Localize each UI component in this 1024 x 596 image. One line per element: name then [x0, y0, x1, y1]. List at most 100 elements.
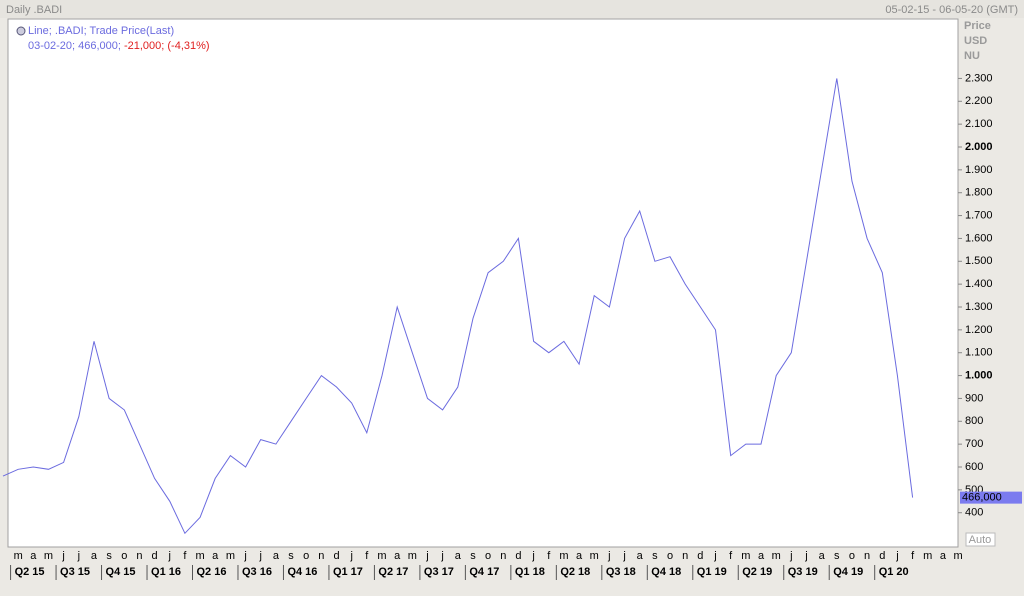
y-tick-label: 400 — [965, 507, 983, 519]
x-tick-label: j — [61, 550, 64, 562]
x-tick-label: n — [864, 550, 870, 562]
legend-info: 03-02-20; 466,000; -21,000; (-4,31%) — [28, 40, 210, 52]
y-tick-label: 1.600 — [965, 232, 993, 244]
last-value-label: 466,000 — [962, 492, 1002, 504]
auto-button[interactable] — [965, 532, 996, 547]
y-tick-label: 2.100 — [965, 118, 993, 130]
x-tick-label: f — [183, 550, 187, 562]
x-tick-label: d — [152, 550, 158, 562]
x-tick-label: d — [333, 550, 339, 562]
quarter-label: Q3 16 — [242, 566, 272, 578]
x-tick-label: m — [14, 550, 23, 562]
x-tick-label: j — [77, 550, 80, 562]
axis-label: NU — [964, 50, 980, 62]
x-tick-label: j — [895, 550, 898, 562]
x-tick-label: d — [515, 550, 521, 562]
x-tick-label: m — [195, 550, 204, 562]
x-tick-label: o — [485, 550, 491, 562]
x-tick-label: o — [849, 550, 855, 562]
x-tick-label: j — [243, 550, 246, 562]
x-tick-label: m — [226, 550, 235, 562]
quarter-label: Q3 18 — [606, 566, 636, 578]
date-range: 05-02-15 - 06-05-20 (GMT) — [885, 4, 1018, 16]
x-tick-label: j — [789, 550, 792, 562]
y-tick-label: 1.200 — [965, 324, 993, 336]
x-tick-label: j — [804, 550, 807, 562]
x-tick-label: j — [258, 550, 261, 562]
x-tick-label: m — [377, 550, 386, 562]
x-tick-label: j — [425, 550, 428, 562]
quarter-label: Q3 15 — [60, 566, 90, 578]
x-tick-label: a — [758, 550, 765, 562]
y-tick-label: 1.400 — [965, 278, 993, 290]
quarter-label: Q3 19 — [788, 566, 818, 578]
x-tick-label: a — [576, 550, 583, 562]
quarter-label: Q2 15 — [15, 566, 45, 578]
x-tick-label: a — [212, 550, 219, 562]
legend-icon — [16, 26, 26, 36]
x-tick-label: o — [121, 550, 127, 562]
x-tick-label: o — [667, 550, 673, 562]
x-tick-label: j — [531, 550, 534, 562]
axis-label: USD — [964, 35, 987, 47]
x-tick-label: s — [106, 550, 112, 562]
x-tick-label: n — [682, 550, 688, 562]
x-tick-label: a — [394, 550, 401, 562]
x-tick-label: f — [547, 550, 551, 562]
y-tick-label: 600 — [965, 461, 983, 473]
y-tick-label: 900 — [965, 392, 983, 404]
x-tick-label: f — [729, 550, 733, 562]
quarter-label: Q4 17 — [469, 566, 499, 578]
x-tick-label: m — [408, 550, 417, 562]
x-tick-label: n — [318, 550, 324, 562]
x-tick-label: j — [713, 550, 716, 562]
quarter-label: Q4 15 — [106, 566, 136, 578]
quarter-label: Q4 18 — [651, 566, 681, 578]
quarter-label: Q1 18 — [515, 566, 545, 578]
y-tick-label: 800 — [965, 415, 983, 427]
x-tick-label: o — [303, 550, 309, 562]
quarter-label: Q3 17 — [424, 566, 454, 578]
x-tick-label: j — [168, 550, 171, 562]
quarter-label: Q1 17 — [333, 566, 363, 578]
y-tick-label: 2.300 — [965, 72, 993, 84]
legend-value: 03-02-20; 466,000; — [28, 40, 121, 52]
y-tick-label: 1.500 — [965, 255, 993, 267]
quarter-label: Q2 17 — [378, 566, 408, 578]
quarter-label: Q4 16 — [287, 566, 317, 578]
quarter-label: Q4 19 — [833, 566, 863, 578]
x-tick-label: m — [772, 550, 781, 562]
plot-area — [7, 18, 959, 548]
x-tick-label: m — [923, 550, 932, 562]
x-tick-label: f — [911, 550, 915, 562]
y-tick-label: 1.700 — [965, 209, 993, 221]
title-bar — [0, 0, 1024, 18]
x-tick-label: a — [940, 550, 947, 562]
x-tick-label: d — [879, 550, 885, 562]
y-tick-label: 1.300 — [965, 301, 993, 313]
x-tick-label: s — [470, 550, 476, 562]
quarter-label: Q1 16 — [151, 566, 181, 578]
price-line — [2, 78, 914, 535]
legend-title: Line; .BADI; Trade Price(Last) — [28, 25, 174, 37]
quarter-label: Q1 20 — [879, 566, 909, 578]
quarter-label: Q2 16 — [197, 566, 227, 578]
y-tick-label: 700 — [965, 438, 983, 450]
x-tick-label: a — [819, 550, 826, 562]
x-tick-label: d — [697, 550, 703, 562]
x-tick-label: j — [349, 550, 352, 562]
x-tick-label: f — [365, 550, 369, 562]
x-tick-label: j — [607, 550, 610, 562]
x-tick-label: m — [559, 550, 568, 562]
x-tick-label: j — [440, 550, 443, 562]
x-tick-label: s — [652, 550, 658, 562]
x-tick-label: s — [834, 550, 840, 562]
x-tick-label: s — [288, 550, 294, 562]
x-tick-label: m — [44, 550, 53, 562]
x-tick-label: m — [953, 550, 962, 562]
quarter-label: Q2 19 — [742, 566, 772, 578]
x-tick-label: n — [136, 550, 142, 562]
auto-label[interactable]: Auto — [969, 534, 992, 546]
quarter-label: Q2 18 — [560, 566, 590, 578]
quarter-label: Q1 19 — [697, 566, 727, 578]
